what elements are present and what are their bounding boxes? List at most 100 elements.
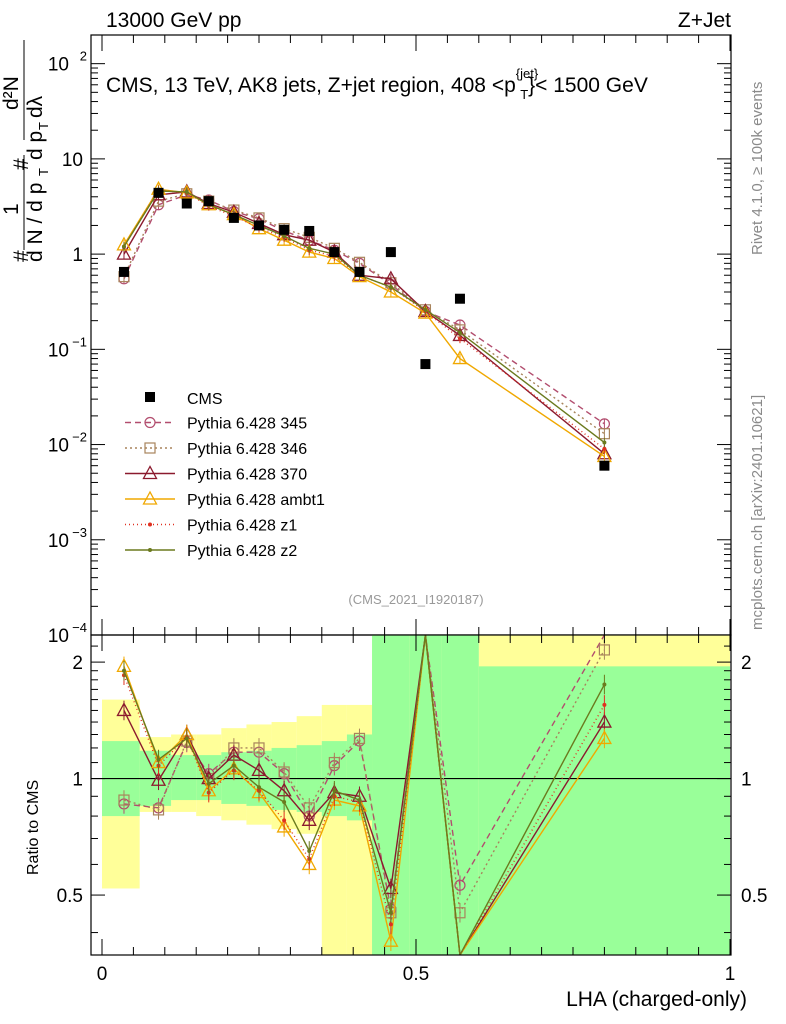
header-right: Z+Jet (678, 9, 731, 32)
series-marker (184, 189, 189, 194)
ratio-marker (150, 771, 167, 786)
ratio-ytick-label: 1 (72, 770, 83, 791)
series-marker (388, 285, 393, 290)
main-ytick-label: 10 (48, 340, 69, 361)
ratio-marker (152, 804, 165, 816)
legend-marker (142, 465, 158, 480)
ratio-marker (116, 702, 132, 717)
region-title-suffix: }< 1500 GeV (528, 74, 648, 97)
series-marker (301, 243, 317, 258)
cms-data-point (254, 220, 264, 231)
series-marker (121, 244, 126, 249)
ratio-ytick-label-right: 2 (741, 653, 752, 674)
ratio-marker (388, 910, 393, 915)
series-line-2 (123, 191, 605, 455)
ratio-marker (353, 732, 366, 745)
legend-label: Pythia 6.428 z2 (187, 543, 297, 560)
legend-label: Pythia 6.428 370 (187, 467, 307, 484)
series-marker (602, 440, 607, 445)
main-ytick-label: 10 (48, 626, 69, 647)
series-line-0 (123, 194, 605, 425)
series-marker (116, 245, 132, 260)
x-tick-label: 1 (725, 964, 736, 985)
series-marker (457, 330, 462, 335)
series-marker (282, 233, 287, 238)
ratio-marker (251, 762, 267, 777)
legend-marker (148, 522, 152, 527)
ratio-marker (257, 785, 261, 790)
legend-label: Pythia 6.428 ambt1 (187, 492, 325, 509)
cms-data-point (329, 247, 340, 258)
main-ytick-label: 1 (72, 245, 83, 266)
cms-data-point (118, 266, 129, 277)
ratio-ylabel: Ratio to CMS (25, 780, 42, 875)
ylabel-dn-dpt: d N / d p (24, 183, 47, 262)
cms-data-point (203, 196, 214, 207)
legend-label: Pythia 6.428 345 (187, 416, 307, 433)
cms-data-point (599, 460, 610, 471)
ratio-marker (282, 799, 287, 804)
header-left: 13000 GeV pp (106, 9, 241, 32)
main-ytick-exp: 2 (80, 49, 87, 64)
ylabel-one: 1 (0, 203, 23, 215)
mcplots-label: mcplots.cern.ch [arXiv:2401.10621] (749, 395, 766, 630)
ylabel-hash2: # (10, 158, 33, 170)
ratio-ytick-label: 2 (72, 653, 83, 674)
series-marker (307, 246, 312, 251)
ratio-marker (598, 644, 611, 656)
ratio-marker (118, 794, 130, 806)
main-ytick-label: 10 (48, 436, 69, 457)
ratio-panel: 0.5 0.5 1 1 2 2 0 0.5 1 (57, 634, 767, 985)
ylabel-d2n: d²N (0, 76, 23, 110)
ratio-marker (602, 702, 607, 707)
ratio-marker (602, 682, 607, 687)
main-ytick-exp: −1 (72, 334, 87, 349)
ratio-marker (596, 730, 612, 745)
region-title-prefix: CMS, 13 TeV, AK8 jets, Z+jet region, 408… (106, 74, 516, 97)
rivet-version-label: Rivet 4.1.0, ≥ 100k events (749, 82, 766, 255)
ylabel-dlambda: dλ (24, 95, 47, 118)
legend-marker (148, 548, 152, 552)
main-ytick-exp: −4 (72, 620, 87, 635)
main-ytick-exp: −3 (72, 525, 87, 540)
ratio-inner-band (409, 635, 442, 955)
main-ytick-label: 10 (62, 150, 83, 171)
ylabel-hash1: # (10, 250, 33, 262)
legend-cms-label: CMS (187, 391, 223, 408)
series-line-4 (123, 189, 605, 450)
ratio-marker (301, 856, 317, 871)
series-marker (602, 446, 607, 451)
legend-cms-marker (145, 392, 155, 402)
ratio-marker (276, 818, 292, 833)
cms-data-point (304, 225, 315, 236)
cms-data-point (385, 247, 396, 258)
main-ylabel: # 1 d N / d p T # d p T dλ d²N (0, 40, 51, 262)
cms-data-point (181, 198, 192, 209)
ratio-marker (206, 781, 211, 786)
legend-marker (144, 442, 156, 454)
series-marker (276, 231, 292, 246)
ratio-marker (357, 798, 362, 803)
ratio-line-5 (123, 635, 606, 955)
main-ytick-label: 10 (48, 55, 69, 76)
series-marker (457, 336, 462, 341)
ratio-bands (102, 635, 730, 955)
ratio-ytick-label-right: 1 (741, 770, 752, 791)
legend-label: Pythia 6.428 346 (187, 441, 307, 458)
cms-data-point (354, 266, 365, 277)
ratio-frame (90, 634, 732, 956)
ratio-marker (253, 742, 265, 754)
x-tick-label: 0 (97, 964, 108, 985)
ratio-marker (383, 932, 399, 947)
cms-data-point (279, 224, 290, 235)
ylabel-sub-t2: T (36, 122, 51, 130)
legend-marker (142, 490, 158, 505)
ratio-marker (282, 818, 287, 823)
ratio-marker (184, 736, 189, 741)
analysis-tag: (CMS_2021_I1920187) (348, 592, 483, 607)
cms-data-point (153, 187, 164, 198)
legend-label: Pythia 6.428 z1 (187, 518, 297, 535)
ratio-ytick-label: 0.5 (57, 886, 83, 907)
